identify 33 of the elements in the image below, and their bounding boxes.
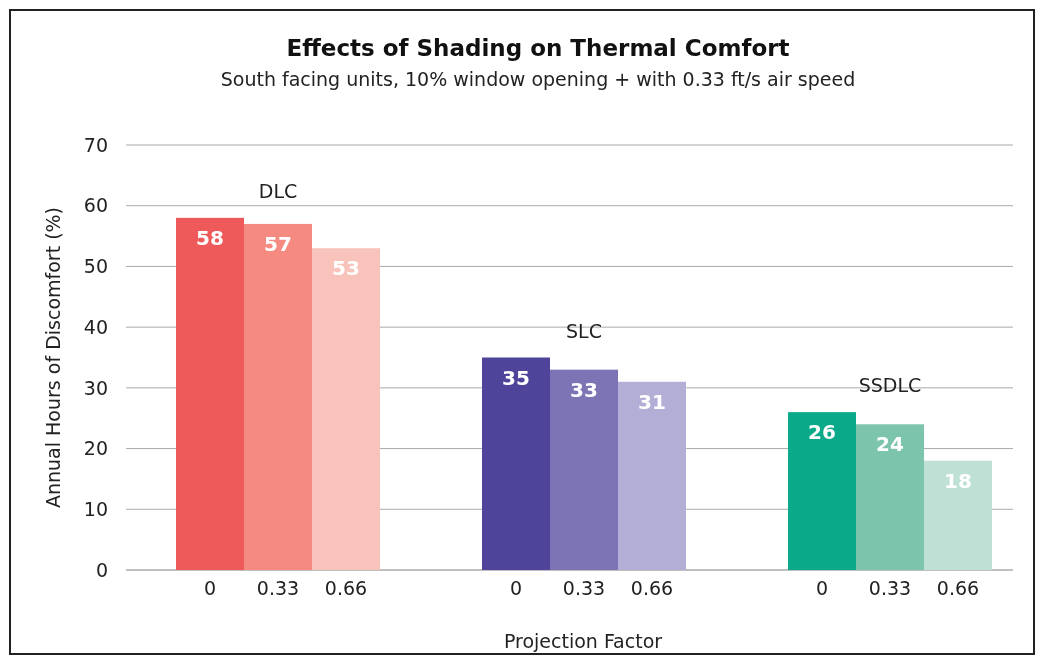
x-tick-label: 0.33 [562,577,606,599]
y-tick-label: 20 [83,437,108,460]
x-tick-label: 0.33 [256,577,300,599]
annotation: SLC [566,319,602,342]
x-tick-label: 0 [815,577,829,599]
y-tick-label: 70 [83,133,108,156]
data-label: 57 [264,231,292,256]
data-label: 53 [332,256,360,281]
x-tick-label: 0.66 [936,577,980,599]
data-label: 24 [876,432,904,457]
y-tick-label: 0 [95,558,108,581]
data-label: 26 [808,420,836,445]
x-axis-title: Projection Factor [503,630,663,652]
x-tick-label: 0.66 [324,577,368,599]
data-label: 35 [502,365,530,390]
y-tick-label: 60 [83,194,108,217]
x-tick-label: 0 [509,577,523,599]
y-tick-label: 30 [83,376,108,399]
x-tick-label: 0.66 [630,577,674,599]
y-tick-label: 50 [83,255,108,278]
data-label: 33 [570,377,598,402]
data-label: 18 [944,468,972,493]
x-tick-label: 0 [203,577,217,599]
y-tick-label: 10 [83,497,108,520]
annotation: DLC [258,179,298,202]
annotation: SSDLC [858,374,922,397]
chart-title: Effects of Shading on Thermal Comfort [286,35,790,61]
chart-subtitle: South facing units, 10% window opening + with 0.33 ft/s air speed [220,68,856,90]
y-axis-title: Annual Hours of Discomfort (%) [42,206,64,509]
x-tick-label: 0.33 [868,577,912,599]
data-label: 58 [196,225,224,250]
y-tick-label: 40 [83,315,108,338]
data-label: 31 [638,389,666,414]
